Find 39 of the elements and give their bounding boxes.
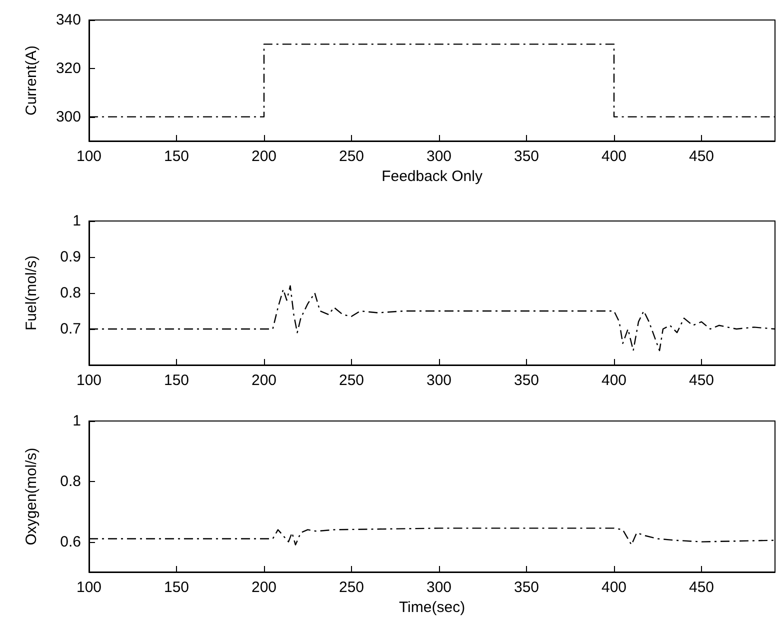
x-tick-label: 150 [164,579,190,596]
y-axis-title: Oxygen(mol/s) [23,448,40,546]
y-tick-label: 0.7 [60,320,81,338]
y-tick-label: 300 [56,108,81,126]
y-axis-title: Fuel(mol/s) [23,255,40,331]
x-tick-label: 450 [688,148,714,165]
x-tick-label: 300 [426,148,452,165]
x-tick-label: 200 [251,148,277,165]
y-tick-label: 0.9 [60,248,81,266]
x-tick-label: 150 [164,372,190,389]
x-tick-label: 450 [688,579,714,596]
x-tick-label: 250 [338,148,364,165]
x-tick-label: 100 [76,148,102,165]
x-tick-label: 100 [76,372,102,389]
y-tick-label: 320 [56,60,81,77]
x-tick-label: 350 [514,148,540,165]
x-tick-label: 400 [601,372,627,389]
y-tick-label: 1 [72,412,81,430]
x-tick-label: 150 [164,148,190,165]
x-axis-title: Time(sec) [398,599,466,616]
x-tick-label: 200 [251,372,277,389]
x-tick-label: 300 [426,372,452,389]
x-tick-label: 450 [688,372,714,389]
x-tick-label: 100 [76,579,102,596]
x-tick-label: 300 [426,579,452,596]
x-tick-label: 400 [601,148,627,165]
x-tick-label: 350 [514,372,540,389]
x-axis-title: Feedback Only [382,168,483,185]
x-tick-label: 400 [601,579,627,596]
x-tick-label: 350 [514,579,540,596]
x-tick-label: 200 [251,579,277,596]
x-tick-label: 250 [338,579,364,596]
y-tick-label: 0.8 [60,472,81,490]
y-tick-label: 0.6 [60,533,81,550]
y-tick-label: 0.8 [60,284,81,302]
y-tick-label: 340 [56,12,81,28]
y-tick-label: 1 [72,212,81,230]
x-tick-label: 250 [338,372,364,389]
y-axis-title: Current(A) [23,45,40,116]
